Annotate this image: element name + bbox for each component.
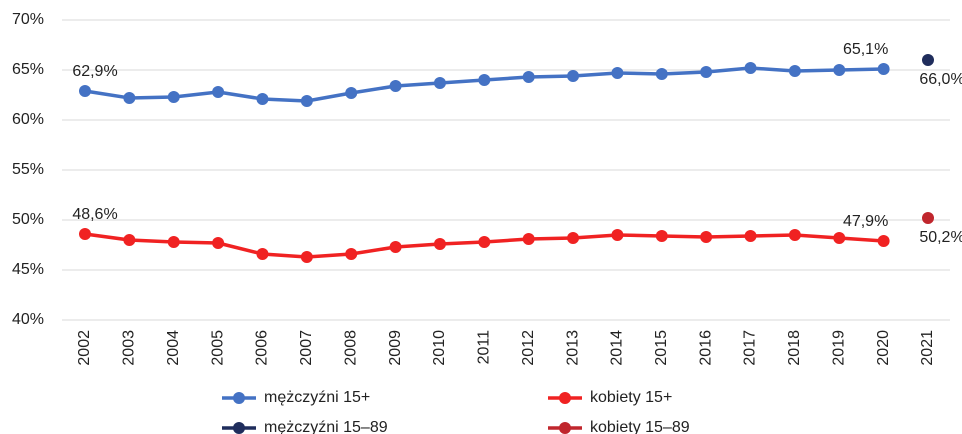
legend-marker bbox=[559, 392, 571, 404]
x-tick-label: 2009 bbox=[387, 330, 404, 366]
x-tick-label: 2012 bbox=[520, 330, 537, 366]
x-tick-label: 2002 bbox=[76, 330, 93, 366]
data-point bbox=[212, 86, 225, 98]
data-point bbox=[833, 232, 846, 244]
data-point bbox=[389, 80, 402, 92]
data-point bbox=[256, 93, 269, 105]
x-tick-label: 2019 bbox=[830, 330, 847, 366]
data-point bbox=[167, 91, 180, 103]
data-point bbox=[212, 237, 225, 249]
data-label: 62,9% bbox=[72, 63, 117, 80]
data-point bbox=[922, 54, 934, 66]
data-point bbox=[833, 64, 846, 76]
data-point bbox=[300, 95, 313, 107]
x-tick-label: 2020 bbox=[875, 330, 892, 366]
x-tick-label: 2006 bbox=[254, 330, 271, 366]
legend-label: kobiety 15+ bbox=[590, 389, 672, 406]
legend-label: mężczyźni 15+ bbox=[264, 389, 370, 406]
data-label: 48,6% bbox=[72, 206, 117, 223]
data-point bbox=[744, 230, 757, 242]
data-point bbox=[123, 234, 136, 246]
data-point bbox=[611, 229, 624, 241]
data-point bbox=[433, 77, 446, 89]
data-point bbox=[744, 62, 757, 74]
x-tick-label: 2016 bbox=[697, 330, 714, 366]
data-point bbox=[700, 231, 713, 243]
y-tick-label: 45% bbox=[12, 261, 44, 278]
data-point bbox=[567, 232, 580, 244]
legend-label: kobiety 15–89 bbox=[590, 419, 690, 434]
x-tick-label: 2011 bbox=[476, 330, 493, 365]
data-label: 65,1% bbox=[843, 41, 888, 58]
data-point bbox=[522, 71, 535, 83]
data-label: 66,0% bbox=[919, 71, 962, 88]
data-point bbox=[877, 235, 890, 247]
data-point bbox=[300, 251, 313, 263]
data-point bbox=[788, 229, 801, 241]
legend-marker bbox=[233, 392, 245, 404]
data-point bbox=[345, 87, 358, 99]
x-tick-label: 2014 bbox=[609, 330, 626, 366]
data-point bbox=[788, 65, 801, 77]
x-tick-label: 2003 bbox=[121, 330, 138, 366]
data-point bbox=[522, 233, 535, 245]
y-tick-label: 60% bbox=[12, 111, 44, 128]
y-tick-label: 40% bbox=[12, 311, 44, 328]
data-point bbox=[655, 68, 668, 80]
data-point bbox=[655, 230, 668, 242]
legend-label: mężczyźni 15–89 bbox=[264, 419, 388, 434]
data-point bbox=[877, 63, 890, 75]
data-point bbox=[433, 238, 446, 250]
x-tick-label: 2017 bbox=[742, 330, 759, 366]
x-tick-label: 2021 bbox=[919, 330, 936, 366]
y-tick-label: 50% bbox=[12, 211, 44, 228]
y-tick-label: 55% bbox=[12, 161, 44, 178]
legend-marker bbox=[559, 422, 571, 434]
x-tick-label: 2005 bbox=[209, 330, 226, 366]
legend-marker bbox=[233, 422, 245, 434]
y-tick-label: 65% bbox=[12, 61, 44, 78]
x-tick-label: 2004 bbox=[165, 330, 182, 366]
data-point bbox=[611, 67, 624, 79]
x-tick-label: 2013 bbox=[564, 330, 581, 366]
data-point bbox=[389, 241, 402, 253]
data-label: 50,2% bbox=[919, 229, 962, 246]
data-point bbox=[167, 236, 180, 248]
y-tick-label: 70% bbox=[12, 11, 44, 28]
data-point bbox=[922, 212, 934, 224]
data-point bbox=[478, 74, 491, 86]
data-point bbox=[478, 236, 491, 248]
x-tick-label: 2008 bbox=[342, 330, 359, 366]
x-tick-label: 2007 bbox=[298, 330, 315, 366]
data-point bbox=[345, 248, 358, 260]
x-tick-label: 2018 bbox=[786, 330, 803, 366]
data-point bbox=[79, 85, 91, 97]
data-label: 47,9% bbox=[843, 213, 888, 230]
x-tick-label: 2010 bbox=[431, 330, 448, 366]
data-point bbox=[123, 92, 136, 104]
data-point bbox=[567, 70, 580, 82]
data-point bbox=[256, 248, 269, 260]
data-point bbox=[700, 66, 713, 78]
x-tick-label: 2015 bbox=[653, 330, 670, 366]
data-point bbox=[79, 228, 91, 240]
